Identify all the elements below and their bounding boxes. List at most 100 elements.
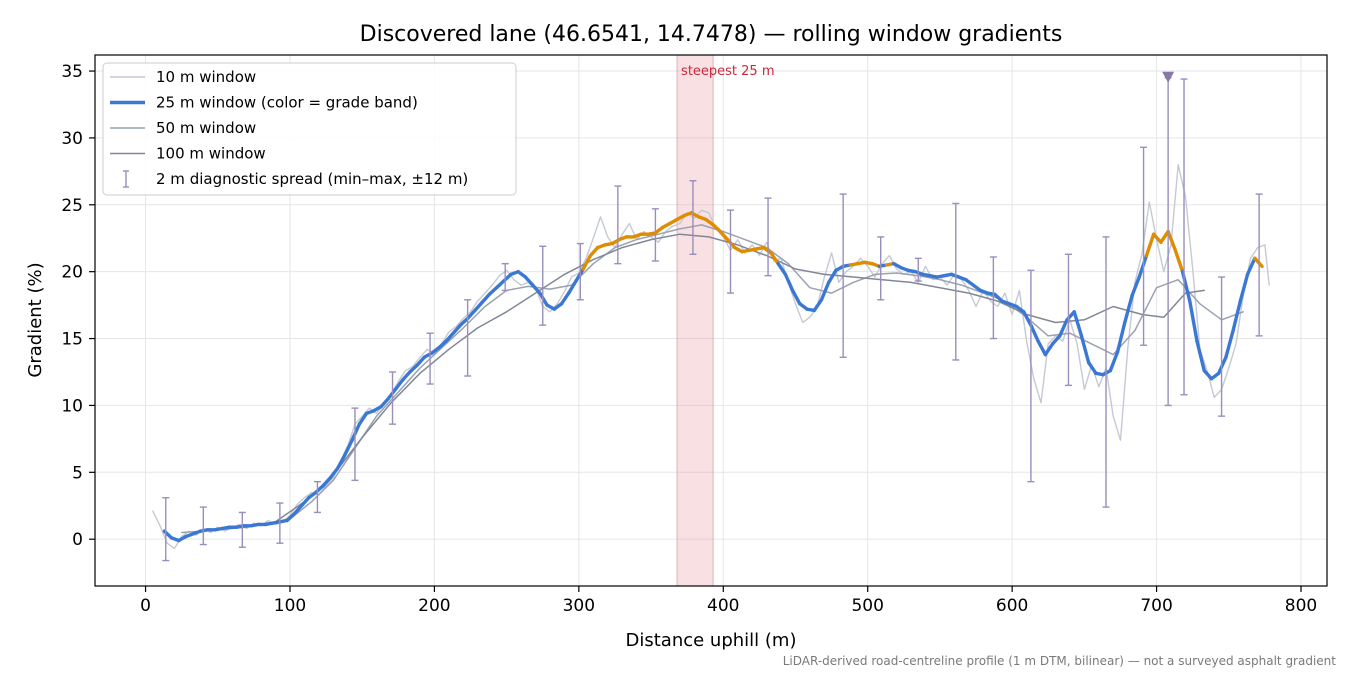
legend: 10 m window 25 m window (color = grade ba… (102, 62, 517, 196)
series-25m-segment (790, 288, 802, 306)
series-25m-segment (1108, 350, 1120, 373)
series-25m-segment (1050, 334, 1062, 346)
footnote: LiDAR-derived road-centreline profile (1… (783, 654, 1337, 668)
series-25m-segment (335, 453, 347, 470)
series-25m-segment (1029, 323, 1040, 343)
series-25m-segment (1202, 368, 1214, 381)
series-25m-segment (1058, 318, 1069, 338)
legend-label: 100 m window (156, 145, 266, 163)
series-25m-segment (1086, 360, 1098, 376)
series-25m-segment (559, 291, 571, 306)
series-25m-segment (827, 268, 838, 285)
series-25m-segment (1115, 320, 1127, 354)
error-bars (162, 77, 1263, 562)
series-25m-segment (1166, 229, 1178, 252)
series-25m-segment (776, 261, 788, 277)
series-25m-segment (451, 323, 463, 335)
series-25m-segment (473, 300, 484, 313)
series-25m-segment (1036, 339, 1048, 357)
series-25m-segment (1231, 299, 1243, 333)
series-25m-segment (1238, 272, 1250, 303)
series-25m-segment (819, 280, 831, 302)
series-25m-segment (1144, 232, 1156, 258)
series-25m-segment (812, 298, 824, 313)
series-25m-segment (415, 355, 427, 368)
series-25m-segment (292, 504, 304, 516)
x-tick-label: 500 (851, 596, 883, 616)
series-25m-segment (567, 279, 578, 295)
steepest-band-label: steepest 25 m (681, 64, 774, 79)
series-25m-segment (1137, 253, 1149, 279)
y-tick-label: 10 (61, 396, 83, 416)
series-25m-segment (1195, 339, 1206, 373)
axes: 0 100 200 300 400 500 600 700 800 0 5 10 15 20 25 30 35 (61, 54, 1328, 616)
series-25m-segment (769, 251, 780, 266)
series-25m-segment (400, 370, 412, 382)
y-tick-label: 30 (61, 129, 83, 149)
series-25m-segment (1245, 256, 1257, 277)
x-tick-label: 600 (996, 596, 1028, 616)
series-25m-segment (588, 245, 600, 258)
series-25m-segment (444, 331, 455, 343)
series-25m-segment (530, 283, 542, 295)
steepest-band: steepest 25 m (676, 54, 775, 587)
series-25m-segment (1130, 275, 1141, 298)
plot-frame (94, 54, 1328, 587)
series-25m-segment (1188, 299, 1199, 343)
series-25m-segment (357, 411, 369, 426)
y-axis-label: Gradient (%) (25, 262, 46, 377)
series-25m-segment (574, 267, 585, 283)
legend-label: 25 m window (color = grade band) (156, 94, 418, 112)
series-25m-segment (343, 438, 354, 457)
x-tick-label: 700 (1140, 596, 1172, 616)
series-25m-segment (538, 291, 549, 307)
series-25m-segment (1072, 310, 1084, 338)
series-lines (152, 163, 1270, 550)
legend-label: 50 m window (156, 119, 256, 137)
series-25m-segment (1079, 334, 1091, 365)
steepest-band-rect (676, 54, 714, 587)
series-25m-segment (523, 275, 535, 287)
series-25m-segment (1021, 310, 1033, 327)
x-tick-label: 400 (707, 596, 739, 616)
series-line-3 (217, 233, 1205, 531)
y-tick-label: 15 (61, 330, 83, 350)
peak-marker-triangle (1162, 71, 1175, 83)
x-tick-label: 0 (140, 596, 151, 616)
series-25m-segment (1173, 248, 1185, 274)
legend-label: 2 m diagnostic spread (min–max, ±12 m) (156, 170, 468, 188)
x-tick-label: 300 (563, 596, 595, 616)
series-25m-segment (581, 253, 593, 271)
series-25m-segment (718, 229, 730, 242)
series-25m-segment (321, 475, 333, 488)
x-tick-label: 200 (418, 596, 450, 616)
series-25m-segment (299, 496, 311, 508)
series-25m-segment (1224, 328, 1235, 359)
y-tick-label: 20 (61, 263, 83, 283)
legend-label: 10 m window (156, 68, 256, 86)
series-25m-segment (1159, 229, 1170, 244)
y-tick-label: 25 (61, 196, 83, 216)
series-25m-segment (386, 387, 398, 401)
series-25m-segment (350, 422, 362, 442)
series-25m-segment (1151, 232, 1163, 244)
x-tick-label: 100 (274, 596, 306, 616)
y-tick-label: 0 (72, 530, 83, 550)
series-25m-segment (393, 378, 405, 392)
series-25m-segment (1253, 256, 1264, 269)
x-axis-label: Distance uphill (m) (626, 630, 797, 651)
series-25m-segment (379, 397, 390, 409)
series-25m-segment (1216, 355, 1228, 376)
series-25m-segment (328, 466, 340, 480)
series-25m-segment (1043, 342, 1055, 357)
x-tick-label: 800 (1285, 596, 1317, 616)
series-25m-segment (725, 237, 737, 250)
legend-box (102, 62, 517, 196)
y-tick-label: 35 (61, 62, 83, 82)
chart-title: Discovered lane (46.6541, 14.7478) — rol… (360, 22, 1063, 47)
peak-marker (1162, 71, 1175, 83)
series-25m-segment (480, 292, 491, 305)
series-25m-segment (783, 272, 795, 293)
